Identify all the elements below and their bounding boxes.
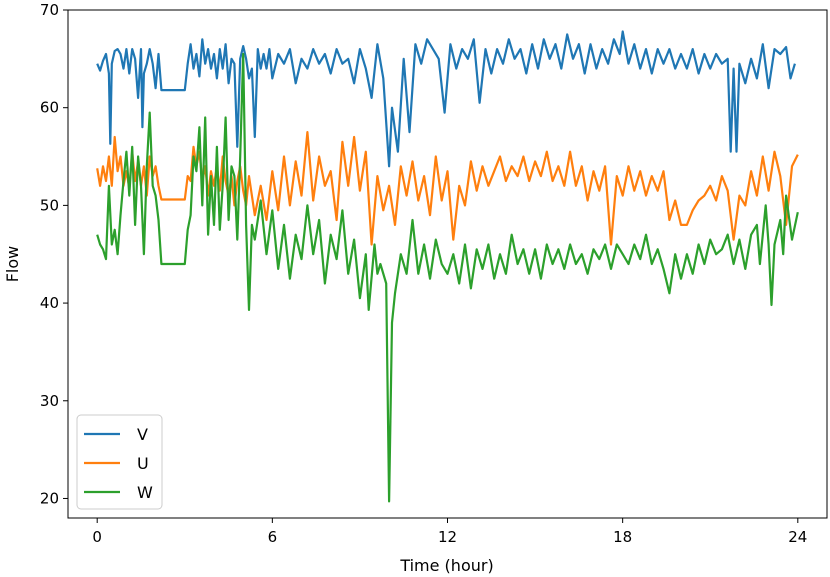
y-tick-label: 70 bbox=[40, 1, 59, 19]
x-tick-label: 18 bbox=[613, 528, 632, 546]
x-tick-label: 12 bbox=[438, 528, 457, 546]
x-tick-label: 0 bbox=[92, 528, 102, 546]
legend-label-u: U bbox=[137, 454, 149, 473]
x-tick-label: 6 bbox=[268, 528, 278, 546]
series-line-v bbox=[96, 30, 796, 168]
series-line-u bbox=[96, 131, 799, 246]
series-layer bbox=[96, 30, 799, 503]
y-tick-label: 60 bbox=[40, 99, 59, 117]
series-line-w bbox=[96, 52, 799, 503]
x-tick-label: 24 bbox=[788, 528, 807, 546]
legend: VUW bbox=[76, 414, 163, 510]
y-axis: 20 30 40 50 60 70 bbox=[40, 1, 68, 507]
y-tick-label: 20 bbox=[40, 489, 59, 507]
x-axis: 0 6 12 18 24 bbox=[92, 518, 807, 546]
legend-label-v: V bbox=[137, 425, 148, 444]
y-axis-label: Flow bbox=[3, 246, 22, 283]
legend-label-w: W bbox=[137, 483, 153, 502]
y-tick-label: 40 bbox=[40, 294, 59, 312]
x-axis-label: Time (hour) bbox=[399, 556, 493, 575]
y-tick-label: 30 bbox=[40, 392, 59, 410]
y-tick-label: 50 bbox=[40, 196, 59, 214]
